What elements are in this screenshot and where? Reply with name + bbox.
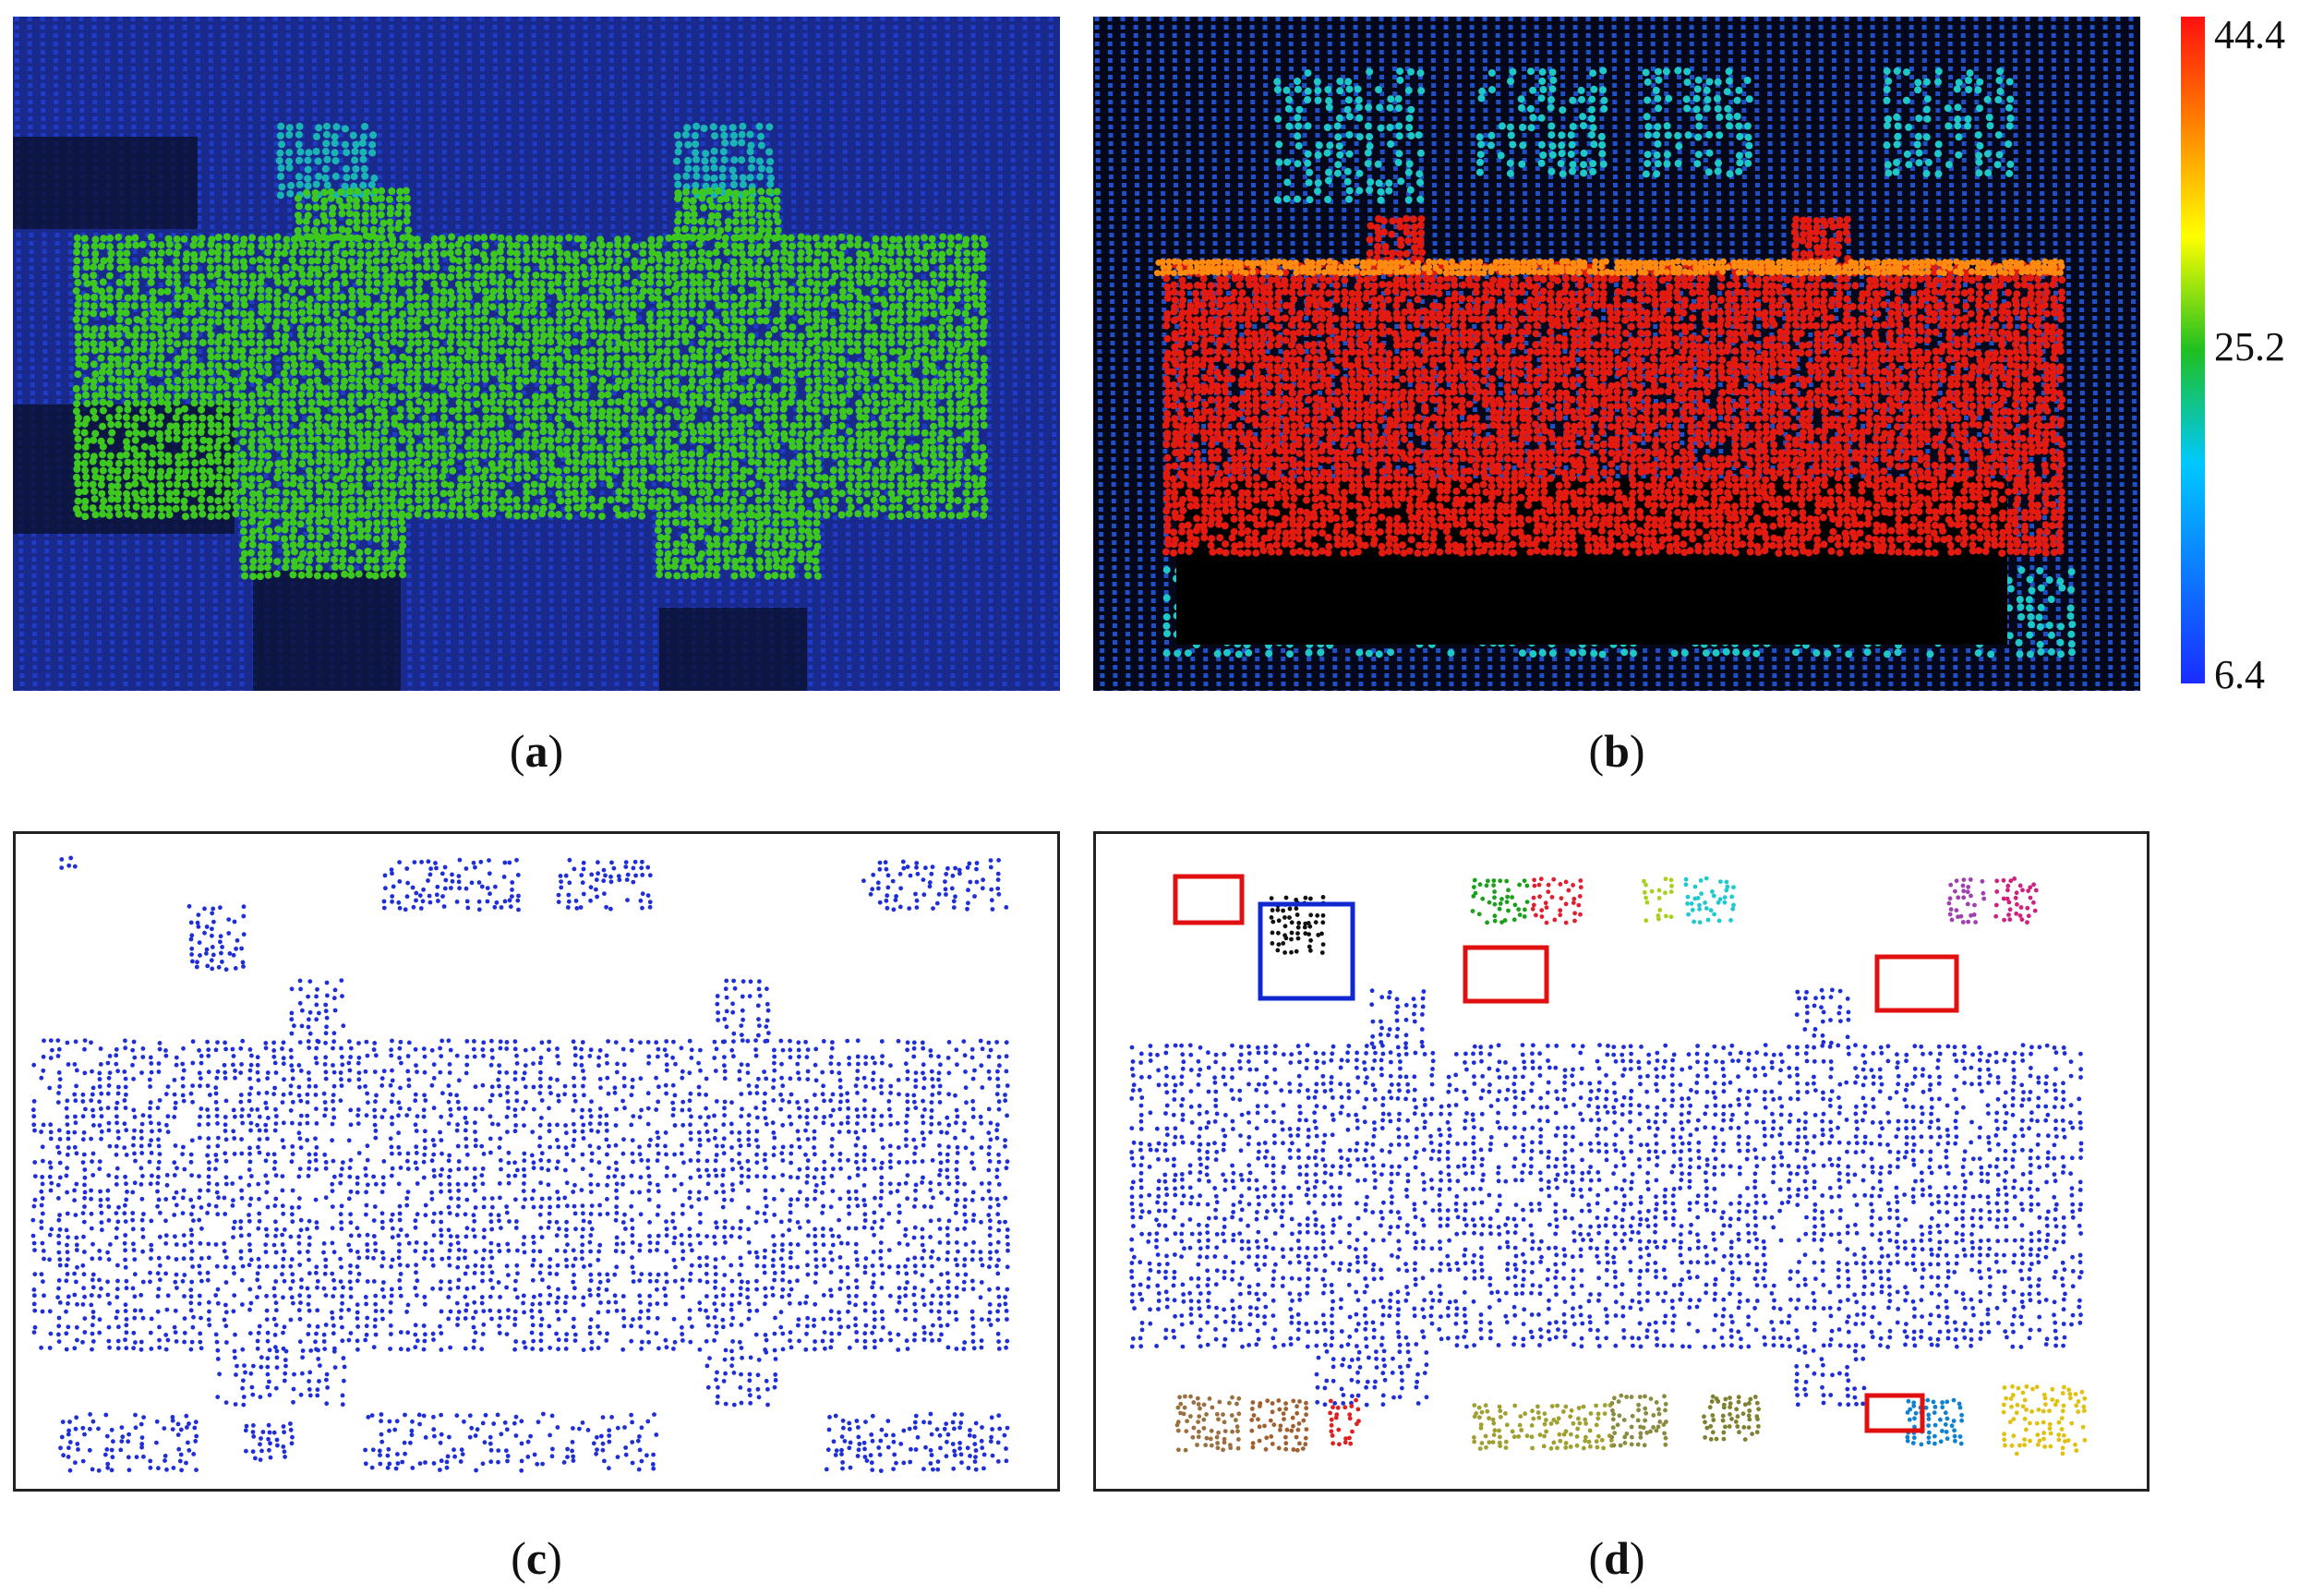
panel-a-building-roof <box>673 187 782 242</box>
panel-d-red-box <box>1463 945 1549 1004</box>
panel-d-red-box <box>1173 874 1245 925</box>
panel-a-building-roof <box>654 510 822 580</box>
panel-b-tree-cluster <box>1273 67 1426 204</box>
panel-a-building-roof <box>294 187 413 242</box>
caption-a: (a) <box>509 725 564 777</box>
caption-c-letter: c <box>525 1532 548 1584</box>
panel-b-building-facade <box>1790 215 1852 265</box>
panel-c-canvas <box>30 855 1010 1473</box>
panel-d-building-points <box>1794 987 1851 1045</box>
panel-d-tree-cluster <box>1174 1394 1242 1453</box>
panel-a-building-roof <box>239 510 407 581</box>
colorbar-max-label: 44.4 <box>2214 12 2285 57</box>
panel-b-building-facade <box>1162 260 2066 557</box>
panel-c-building-points <box>215 1347 347 1408</box>
caption-d: (d) <box>1588 1532 1645 1584</box>
panel-a-building-roof <box>72 233 989 521</box>
panel-c-building-points <box>289 978 346 1045</box>
panel-d-tree-cluster <box>1472 1403 1614 1451</box>
panel-a-tree-cluster <box>672 122 776 199</box>
panel-d-tree-cluster <box>1470 877 1530 925</box>
panel-c-segmented-points <box>13 831 1060 1492</box>
caption-b: (b) <box>1588 725 1645 777</box>
panel-c-tree-points <box>58 1412 199 1473</box>
panel-d-building-points <box>1314 1348 1429 1408</box>
panel-c-tree-points <box>59 855 78 870</box>
panel-d-highlight-cluster-points <box>1269 895 1326 955</box>
panel-d-red-box <box>1874 954 1959 1013</box>
panel-c-tree-points <box>381 857 521 912</box>
panel-a-shadow-gap <box>13 137 198 229</box>
panel-d-tree-cluster <box>1642 876 1674 924</box>
panel-b-point-cloud-elevation-image <box>1093 17 2140 691</box>
panel-d-tree-cluster <box>1993 876 2039 925</box>
panel-a-shadow-gap <box>659 608 807 691</box>
panel-d-red-box <box>1864 1393 1925 1433</box>
panel-d-blue-box <box>1258 901 1355 1001</box>
panel-d-clustered-points <box>1093 831 2149 1492</box>
panel-a-point-cloud-height-image <box>13 17 1060 691</box>
panel-a-tree-cluster <box>275 122 379 199</box>
panel-a-shadow-gap <box>253 571 401 691</box>
panel-b-tree-cluster <box>1475 66 1608 178</box>
panel-d-tree-cluster <box>1683 876 1736 924</box>
panel-c-building-points <box>704 1347 778 1408</box>
colorbar-gradient <box>2181 17 2205 683</box>
panel-d-tree-cluster <box>1530 876 1583 925</box>
panel-d-tree-cluster <box>1609 1393 1668 1448</box>
panel-b-roof-edge <box>1154 258 2065 277</box>
caption-a-letter: a <box>524 725 548 777</box>
panel-c-tree-points <box>824 1411 1010 1473</box>
colorbar-mid-label: 25.2 <box>2214 324 2285 369</box>
panel-d-tree-cluster <box>1249 1398 1309 1453</box>
panel-c-building-points <box>715 978 771 1045</box>
panel-d-tree-cluster <box>1328 1397 1361 1447</box>
panel-d-building-points <box>1794 1347 1867 1408</box>
caption-d-letter: d <box>1604 1532 1630 1584</box>
colorbar <box>2181 17 2205 683</box>
panel-c-tree-points <box>861 858 1009 912</box>
panel-b-canvas <box>1093 17 2140 691</box>
colorbar-min-label: 6.4 <box>2214 652 2265 697</box>
panel-c-building-points <box>30 1038 1010 1352</box>
caption-b-letter: b <box>1604 725 1630 777</box>
panel-d-tree-cluster <box>1702 1394 1761 1442</box>
panel-d-tree-cluster <box>2001 1384 2088 1456</box>
panel-c-tree-points <box>243 1421 295 1462</box>
caption-c: (c) <box>511 1532 562 1584</box>
panel-d-tree-cluster <box>1905 1397 1964 1447</box>
panel-b-tree-cluster <box>1883 67 2015 178</box>
panel-d-building-points <box>1129 1043 2084 1349</box>
panel-c-tree-points <box>556 857 653 912</box>
panel-c-tree-points <box>363 1411 659 1473</box>
panel-a-canvas <box>13 17 1059 691</box>
panel-c-tree-points <box>187 903 247 973</box>
panel-b-tree-cluster <box>1642 66 1753 178</box>
panel-d-building-points <box>1369 988 1427 1046</box>
panel-d-canvas <box>1129 874 2088 1456</box>
panel-d-tree-cluster <box>1946 877 1987 924</box>
